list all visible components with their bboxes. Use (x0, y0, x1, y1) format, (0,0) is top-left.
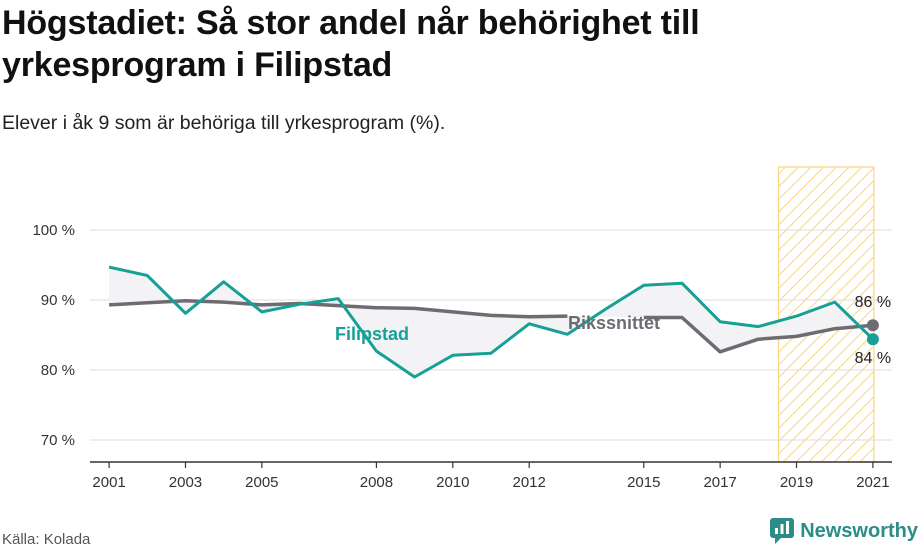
x-tick-label: 2008 (360, 474, 393, 491)
y-tick-label: 80 % (41, 362, 75, 379)
x-tick-label: 2012 (513, 474, 546, 491)
chart-subtitle: Elever i åk 9 som är behöriga till yrkes… (2, 112, 446, 134)
x-tick-label: 2015 (627, 474, 660, 491)
riket-line (109, 298, 874, 354)
filipstad-end-point (866, 333, 879, 346)
x-tick-label: 2021 (856, 474, 889, 491)
gap-fill (529, 316, 568, 335)
filipstad-line (108, 265, 874, 379)
source-note: Källa: Kolada (2, 531, 91, 548)
x-tick-label: 2001 (92, 474, 125, 491)
gap-fill (720, 321, 759, 352)
x-tick-label: 2010 (436, 474, 469, 491)
filipstad-series-label: Filipstad (335, 324, 409, 344)
filipstad-end-label: 84 % (855, 350, 891, 367)
line-chart: 70 % 80 % 90 % 100 % 2001 2003 2005 2008 2010 201… (32, 166, 892, 491)
gap-fill (223, 281, 262, 312)
gap-fill (681, 283, 721, 352)
riket-series-label: Rikssnittet (568, 313, 660, 333)
chart-title: Högstadiet: Så stor andel når behörighet… (2, 4, 700, 84)
gap-fill (643, 283, 682, 318)
riket-end-label: 86 % (855, 294, 891, 311)
y-tick-label: 100 % (32, 222, 75, 239)
newsworthy-chart-icon (770, 518, 795, 544)
gap-fill (452, 311, 491, 356)
brand-name: Newsworthy (800, 519, 918, 542)
newsworthy-logo: Newsworthy (770, 518, 918, 544)
y-tick-label: 90 % (41, 292, 75, 309)
x-tick-label: 2019 (780, 474, 813, 491)
gap-fill (758, 316, 797, 340)
x-tick-label: 2003 (169, 474, 202, 491)
gap-fill (491, 315, 530, 354)
gap-fill (376, 307, 415, 377)
x-tick-label: 2017 (703, 474, 736, 491)
x-tick-label: 2005 (245, 474, 278, 491)
riket-end-point (866, 319, 879, 332)
gap-fill (605, 285, 644, 318)
gap-fill (109, 267, 148, 305)
y-tick-label: 70 % (41, 432, 75, 449)
gap-fill (796, 302, 835, 337)
